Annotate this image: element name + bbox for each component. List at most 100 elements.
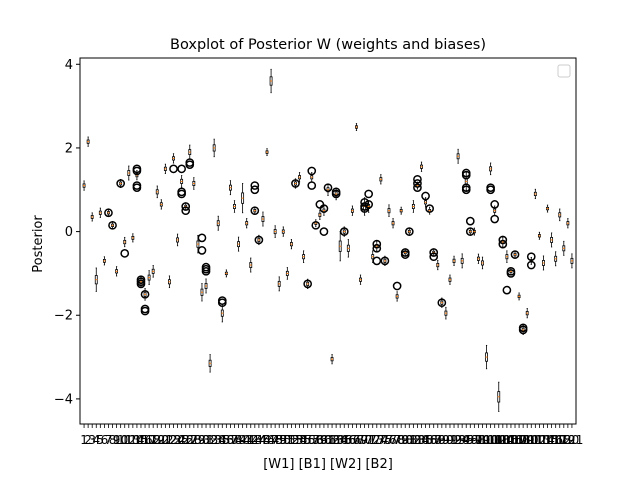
box-38 bbox=[233, 200, 236, 213]
x-tick-label: 103 bbox=[487, 433, 510, 447]
box-73 bbox=[372, 239, 382, 266]
x-tick-label: 105 bbox=[495, 433, 518, 447]
x-tick-label: 33 bbox=[207, 433, 222, 447]
x-tick-label: 19 bbox=[150, 433, 165, 447]
x-tick-label: 100 bbox=[475, 433, 498, 447]
x-tick-label: 71 bbox=[361, 433, 376, 447]
x-tick-label: 77 bbox=[385, 433, 400, 447]
x-tick-label: 66 bbox=[341, 433, 356, 447]
x-tick-label: 118 bbox=[548, 433, 571, 447]
x-tick-label: 115 bbox=[536, 433, 559, 447]
box-112 bbox=[533, 188, 537, 200]
box-77 bbox=[391, 218, 395, 229]
outlier-point bbox=[526, 252, 536, 262]
x-tick-label: 82 bbox=[406, 433, 421, 447]
box-91 bbox=[448, 274, 452, 285]
x-tick-label: 88 bbox=[430, 433, 445, 447]
x-tick-label: 63 bbox=[328, 433, 343, 447]
outlier-point bbox=[319, 227, 329, 236]
x-tick-label: 98 bbox=[471, 433, 486, 447]
x-tick-label: 21 bbox=[158, 433, 173, 447]
x-tick-label: 24 bbox=[170, 433, 185, 447]
box-78 bbox=[392, 281, 402, 302]
box-5 bbox=[98, 207, 102, 218]
x-tick-label: 81 bbox=[402, 433, 417, 447]
outlier-point bbox=[132, 183, 142, 193]
box-101 bbox=[486, 162, 495, 195]
box-56 bbox=[303, 278, 313, 289]
x-tick-label: 18 bbox=[146, 433, 161, 447]
x-tick-label: 76 bbox=[381, 433, 396, 447]
outlier-point bbox=[490, 200, 500, 209]
box-113 bbox=[537, 231, 541, 240]
box-104 bbox=[498, 235, 508, 249]
box-20 bbox=[159, 199, 163, 210]
outlier-point bbox=[506, 269, 516, 278]
box-57 bbox=[307, 166, 317, 190]
x-tick-label: 46 bbox=[259, 433, 274, 447]
box-26 bbox=[181, 202, 191, 216]
box-32 bbox=[208, 354, 212, 373]
box-110 bbox=[525, 308, 529, 319]
x-tick-label: 35 bbox=[215, 433, 230, 447]
x-tick-label: 80 bbox=[398, 433, 413, 447]
outlier-point bbox=[425, 204, 434, 213]
x-tick-label: 38 bbox=[227, 433, 242, 447]
x-tick-label: 99 bbox=[475, 433, 490, 447]
x-tick-label: 3 bbox=[88, 433, 96, 447]
x-tick-label: 92 bbox=[446, 433, 461, 447]
y-tick-label: −4 bbox=[54, 392, 73, 407]
outlier-point bbox=[510, 250, 520, 259]
x-tick-label: 51 bbox=[280, 433, 295, 447]
box-22 bbox=[168, 275, 171, 289]
x-axis-label: [W1] [B1] [W2] [B2] bbox=[263, 457, 393, 472]
box-15 bbox=[136, 275, 146, 289]
x-tick-label: 93 bbox=[450, 433, 465, 447]
outlier-point bbox=[526, 260, 536, 270]
outlier-point bbox=[254, 235, 264, 245]
outlier-point bbox=[429, 248, 439, 257]
outlier-point bbox=[120, 248, 130, 258]
box-97 bbox=[472, 227, 476, 236]
outlier-point bbox=[339, 227, 349, 236]
outlier-point bbox=[372, 256, 382, 266]
x-tick-label: 49 bbox=[272, 433, 287, 447]
box-68 bbox=[355, 123, 358, 131]
box-108 bbox=[517, 292, 521, 301]
box-12 bbox=[127, 165, 131, 181]
box-53 bbox=[291, 178, 300, 189]
x-tick-label: 119 bbox=[552, 433, 575, 447]
x-tick-label: 9 bbox=[113, 433, 121, 447]
outlier-point bbox=[307, 181, 317, 190]
box-49 bbox=[277, 276, 281, 292]
outlier-point bbox=[364, 200, 374, 209]
x-tick-label: 44 bbox=[251, 433, 266, 447]
outlier-point bbox=[217, 298, 227, 308]
box-118 bbox=[558, 208, 562, 222]
outlier-point bbox=[486, 185, 495, 195]
x-tick-label: 65 bbox=[337, 433, 352, 447]
box-106 bbox=[506, 266, 516, 278]
box-98 bbox=[477, 253, 480, 264]
box-66 bbox=[346, 239, 350, 258]
x-tick-label: 114 bbox=[532, 433, 555, 447]
outlier-point bbox=[413, 183, 422, 193]
outlier-point bbox=[331, 189, 341, 199]
outlier-point bbox=[140, 289, 150, 299]
box-115 bbox=[546, 204, 549, 213]
box-46 bbox=[265, 148, 269, 157]
box-86 bbox=[425, 204, 434, 215]
x-tick-label: 11 bbox=[117, 433, 132, 447]
y-tick-label: −2 bbox=[54, 309, 73, 324]
box-17 bbox=[147, 270, 151, 286]
outlier-point bbox=[307, 166, 317, 176]
x-tick-label: 58 bbox=[308, 433, 323, 447]
box-52 bbox=[289, 239, 293, 250]
box-75 bbox=[380, 255, 390, 266]
x-tick-label: 52 bbox=[284, 433, 299, 447]
box-21 bbox=[163, 163, 167, 174]
x-tick-label: 30 bbox=[194, 433, 209, 447]
x-axis: 1234567891011121314151617181920212223242… bbox=[80, 424, 583, 447]
box-105 bbox=[502, 250, 512, 295]
box-14 bbox=[132, 164, 142, 193]
